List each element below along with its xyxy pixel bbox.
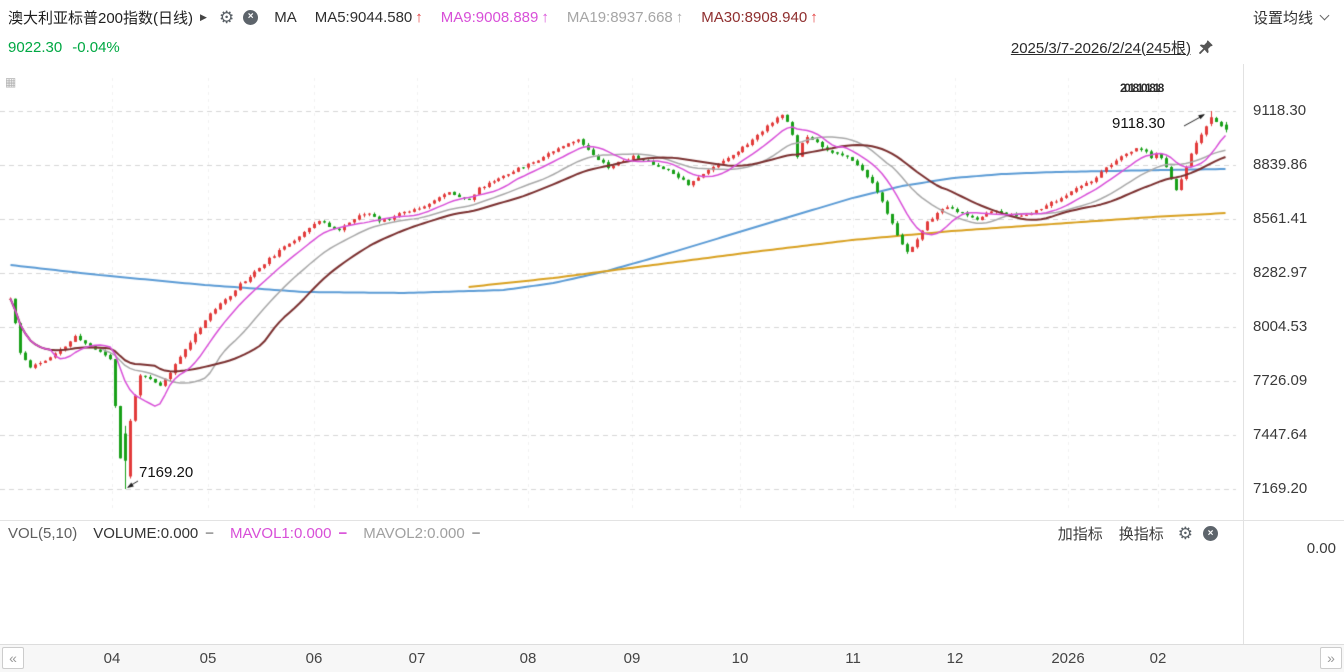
- price-axis-label: 7726.09: [1253, 371, 1308, 389]
- mavol1-value-label: MAVOL1:0.000: [230, 525, 332, 542]
- grid-icon[interactable]: ▦: [5, 75, 17, 89]
- volume-close-icon[interactable]: ×: [1203, 526, 1218, 541]
- vol-indicator-label: VOL(5,10): [8, 525, 78, 542]
- time-axis-label-12: 12: [946, 650, 964, 667]
- volume-header: VOL(5,10) VOLUME:0.000 − MAVOL1:0.000 − …: [0, 520, 1344, 546]
- mavol1-line-swatch: −: [338, 525, 348, 542]
- time-axis-label-09: 09: [623, 650, 641, 667]
- chart-header-row2: 9022.30 -0.04% 2025/3/7-2026/2/24(245根): [8, 36, 1336, 58]
- price-axis-label: 8561.41: [1253, 210, 1308, 227]
- set-ma-label: 设置均线: [1252, 9, 1313, 27]
- ma-value-0: MA5:9044.580 ↑: [314, 8, 423, 26]
- time-axis-label-10: 10: [731, 650, 749, 667]
- date-range-button[interactable]: 2025/3/7-2026/2/24(245根): [1010, 39, 1191, 57]
- time-axis-label-08: 08: [519, 650, 537, 667]
- high-annotation: 9118.30: [1112, 115, 1166, 132]
- price-axis-label: 9118.30: [1253, 102, 1307, 119]
- mavol2-value-label: MAVOL2:0.000: [363, 525, 465, 542]
- close-indicator-icon[interactable]: ×: [243, 9, 259, 25]
- time-axis: « 04 05 06 07 08 09 10 11 12 2026 02 »: [0, 644, 1344, 672]
- ma-value-3: MA30:8908.940 ↑: [701, 8, 818, 26]
- chart-header-row1: 澳大利亚标普200指数(日线) ▶ ⚙ × MA MA5:9044.580 ↑ MA…: [8, 5, 1336, 29]
- time-axis-label-02: 02: [1149, 650, 1167, 667]
- price-axis: 9118.30 8839.86 8561.41 8282.97 8004.53 7726.…: [1244, 64, 1344, 520]
- scroll-left-button[interactable]: «: [2, 647, 24, 669]
- time-axis-label-07: 07: [408, 650, 426, 667]
- expand-triangle-icon[interactable]: ▶: [200, 11, 207, 22]
- glitch-date-label: 2018101818: [1120, 81, 1164, 95]
- settings-gear-icon[interactable]: ⚙: [218, 7, 235, 27]
- chart-title: 澳大利亚标普200指数(日线): [8, 9, 194, 27]
- ma-value-2: MA19:8937.668 ↑: [566, 8, 684, 26]
- switch-indicator-button[interactable]: 换指标: [1118, 526, 1164, 543]
- set-ma-button[interactable]: 设置均线: [1253, 7, 1336, 28]
- candlestick-chart[interactable]: [0, 64, 1240, 520]
- price-axis-label: 8839.86: [1253, 155, 1308, 173]
- volume-settings-gear-icon[interactable]: ⚙: [1177, 524, 1193, 543]
- volume-value-label: VOLUME:0.000: [93, 525, 199, 542]
- ma-values-group: MA5:9044.580 ↑ MA9:9008.889 ↑ MA19:8937.668 ↑…: [297, 9, 818, 26]
- volume-plot-area[interactable]: [0, 546, 1243, 644]
- price-axis-label: 8282.97: [1253, 264, 1308, 281]
- time-axis-label-04: 04: [103, 650, 121, 667]
- main-chart-panel: ▦ 2018101818 9118.30 7169.20 9118.30 8839…: [0, 64, 1344, 520]
- pin-icon[interactable]: [1197, 39, 1214, 56]
- mavol2-line-swatch: −: [471, 525, 481, 542]
- price-axis-label: 8004.53: [1253, 317, 1308, 335]
- time-axis-label-05: 05: [199, 650, 217, 667]
- time-axis-label-2026: 2026: [1051, 650, 1085, 667]
- price-axis-label: 7447.64: [1253, 426, 1308, 443]
- last-price: 9022.30: [8, 38, 63, 56]
- ma-group-label: MA: [274, 8, 297, 26]
- price-change: -0.04%: [72, 38, 120, 56]
- ma-value-1: MA9:9008.889 ↑: [440, 8, 549, 26]
- volume-axis-label: 0.00: [1306, 540, 1336, 557]
- time-axis-label-06: 06: [305, 650, 323, 667]
- time-axis-label-11: 11: [845, 650, 861, 667]
- axis-divider: [1243, 64, 1244, 644]
- scroll-right-button[interactable]: »: [1320, 647, 1342, 669]
- volume-line-swatch: −: [205, 525, 215, 542]
- price-axis-label: 7169.20: [1253, 480, 1308, 497]
- chevron-down-icon: [1319, 10, 1330, 20]
- low-annotation: 7169.20: [139, 464, 194, 481]
- add-indicator-button[interactable]: 加指标: [1057, 526, 1103, 543]
